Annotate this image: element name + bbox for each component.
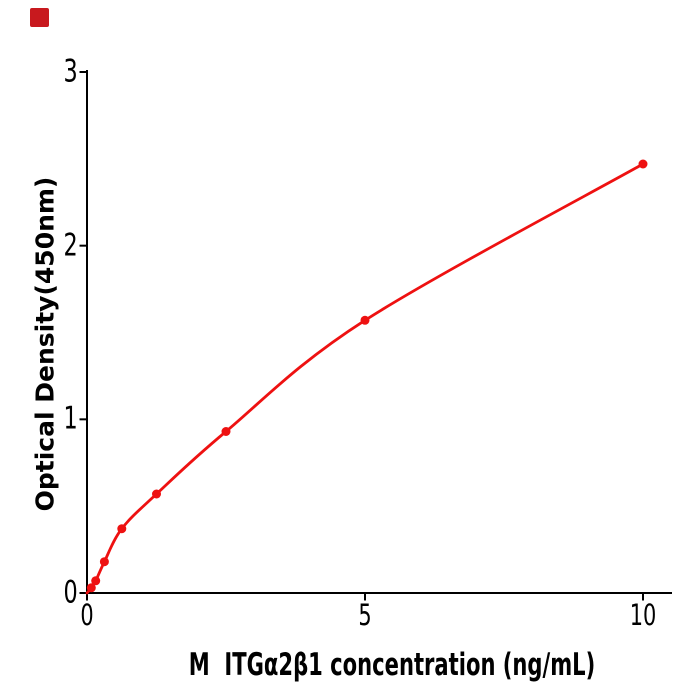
data-point (638, 159, 648, 169)
red-corner-square (30, 8, 49, 27)
data-point (360, 315, 370, 325)
y-tick-label: 3 (63, 53, 78, 90)
y-axis-title: Optical Density(450nm) (30, 176, 60, 512)
data-point (91, 576, 101, 586)
y-tick-label: 1 (63, 400, 78, 437)
x-axis-title: M ITGα2β1 concentration (ng/mL) (188, 647, 596, 683)
y-tick-label: 0 (63, 574, 78, 611)
data-point (117, 524, 127, 534)
data-point (86, 583, 96, 593)
x-tick-label: 5 (358, 598, 372, 632)
data-point (221, 427, 231, 436)
data-point (152, 489, 161, 499)
data-point (99, 557, 109, 567)
x-tick-label: 10 (629, 598, 657, 632)
fit-curve (85, 162, 645, 595)
x-tick-label: 0 (80, 598, 94, 632)
y-tick-label: 2 (63, 227, 78, 264)
